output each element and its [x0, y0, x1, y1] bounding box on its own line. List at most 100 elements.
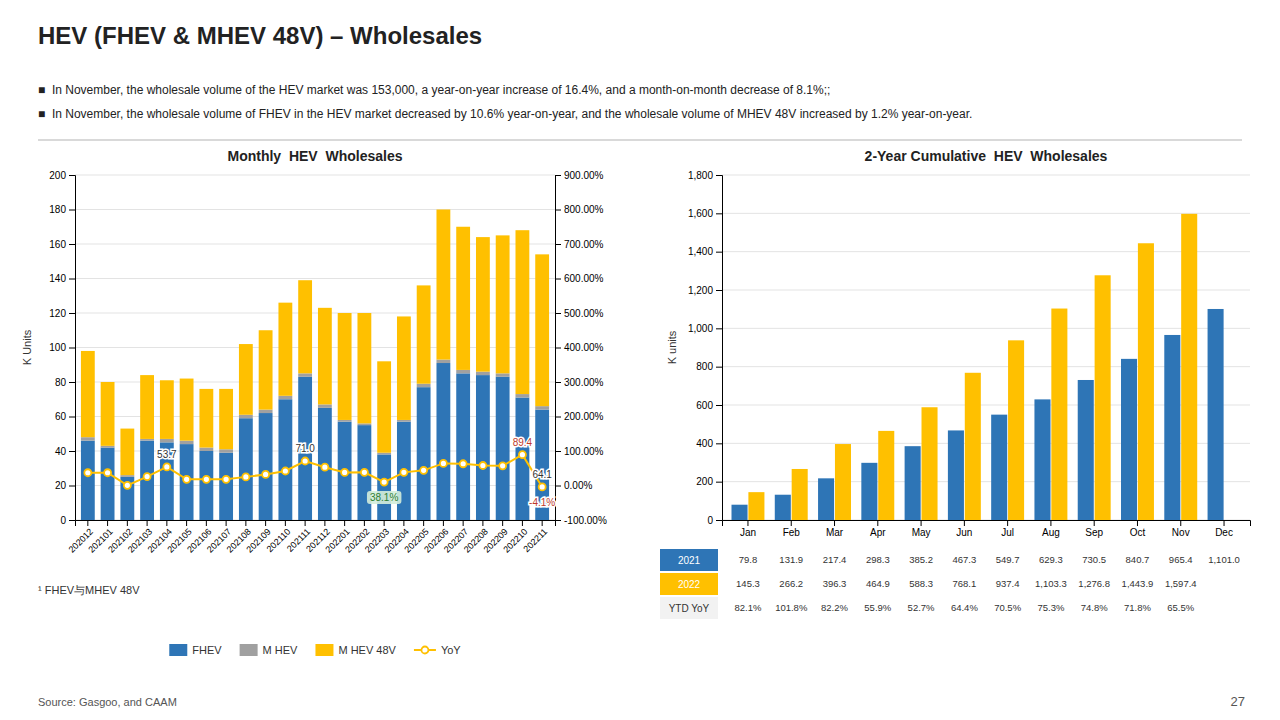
tick-label: 0	[707, 515, 713, 526]
tick-mark	[107, 520, 108, 526]
tick-mark	[403, 520, 404, 526]
table-cell: 298.3	[866, 554, 890, 565]
bar-series	[81, 210, 549, 476]
table-cell: 1,103.3	[1035, 578, 1067, 589]
legend-label: YoY	[441, 644, 461, 656]
table-cell: 79.8	[739, 554, 758, 565]
bar	[101, 446, 115, 448]
bar	[1181, 214, 1197, 520]
table-cell: 1,443.9	[1122, 578, 1154, 589]
tick-mark	[555, 175, 561, 176]
marker	[183, 476, 190, 483]
bar	[748, 492, 764, 520]
tick: 160	[49, 239, 75, 250]
bar	[965, 373, 981, 520]
tick: 1,200	[688, 285, 722, 296]
axis-title: K Units	[21, 329, 33, 365]
legend-item: M HEV 48V	[315, 644, 396, 656]
tick: 20	[55, 480, 75, 491]
bar	[397, 420, 411, 422]
bar	[1138, 243, 1154, 520]
tick-label: 100.00%	[564, 446, 604, 457]
tick-mark	[69, 417, 75, 418]
table-cell: 1,276.8	[1078, 578, 1110, 589]
tick-mark	[555, 382, 561, 383]
tick-label: 1,200	[688, 285, 713, 296]
bar-series	[748, 214, 1197, 520]
table-cell: 965.4	[1169, 554, 1193, 565]
marker	[519, 451, 526, 458]
tick-mark	[716, 290, 722, 291]
tick-label: 180	[49, 204, 66, 215]
tick-mark	[542, 520, 543, 526]
marker	[104, 469, 111, 476]
tick: Nov	[1172, 520, 1190, 538]
tick-label: Aug	[1042, 527, 1060, 538]
tick: 120	[49, 308, 75, 319]
table-row-label: YTD YoY	[669, 603, 710, 614]
tick: 300.00%	[555, 377, 604, 388]
tick: 202211	[521, 520, 549, 554]
bar	[456, 373, 470, 520]
tick-mark	[324, 520, 325, 526]
tick-mark	[344, 520, 345, 526]
tick-label: Apr	[870, 527, 886, 538]
tick-mark	[555, 279, 561, 280]
legend-label: FHEV	[192, 644, 222, 656]
table-cell: 82.2%	[821, 602, 848, 613]
bar	[496, 377, 510, 520]
table-cell: 65.5%	[1167, 602, 1194, 613]
bar	[377, 361, 391, 452]
bar	[1121, 359, 1137, 520]
table-row: YTD YoY82.1%101.8%82.2%55.9%52.7%64.4%70…	[660, 597, 1195, 619]
table-row-label: 2022	[678, 579, 701, 590]
annotation: 71.0	[295, 443, 315, 454]
tick: 180	[49, 204, 75, 215]
tick: Aug	[1042, 520, 1060, 538]
bar	[417, 285, 431, 383]
marker	[400, 469, 407, 476]
bar	[239, 418, 253, 520]
tick-mark	[364, 520, 365, 526]
bar	[120, 429, 134, 476]
bar	[298, 280, 312, 373]
tick-mark	[482, 520, 483, 526]
tick: 40	[55, 446, 75, 457]
bar	[199, 451, 213, 520]
marker	[539, 483, 546, 490]
marker	[420, 467, 427, 474]
tick: 900.00%	[555, 170, 604, 181]
bar	[259, 410, 273, 413]
tick-label: 80	[55, 377, 67, 388]
tick-label: 160	[49, 239, 66, 250]
bar	[298, 373, 312, 376]
tick-mark	[384, 520, 385, 526]
bar	[219, 389, 233, 449]
marker	[124, 482, 131, 489]
tick-mark	[1050, 520, 1051, 526]
legend-swatch	[169, 644, 187, 656]
tick-mark	[1180, 520, 1181, 526]
tick-mark	[555, 417, 561, 418]
tick-label: 1,800	[688, 170, 713, 181]
bar-series	[81, 360, 549, 477]
tick-label: 600.00%	[564, 273, 604, 284]
tick-label: 400.00%	[564, 342, 604, 353]
bar	[120, 475, 134, 477]
bar	[436, 360, 450, 363]
bar	[476, 372, 490, 375]
tick-mark	[69, 382, 75, 383]
bar	[397, 422, 411, 520]
table-row-header	[660, 549, 718, 571]
tick: 800.00%	[555, 204, 604, 215]
bar	[496, 373, 510, 376]
table-row-header	[660, 597, 718, 619]
table-cell: 70.5%	[994, 602, 1021, 613]
bar	[219, 453, 233, 520]
marker	[341, 469, 348, 476]
table-cell: 937.4	[996, 578, 1020, 589]
legend-swatch	[240, 644, 258, 656]
axis: 020406080100120140160180200	[49, 170, 75, 526]
tick-mark	[245, 520, 246, 526]
table-cell: 396.3	[823, 578, 847, 589]
